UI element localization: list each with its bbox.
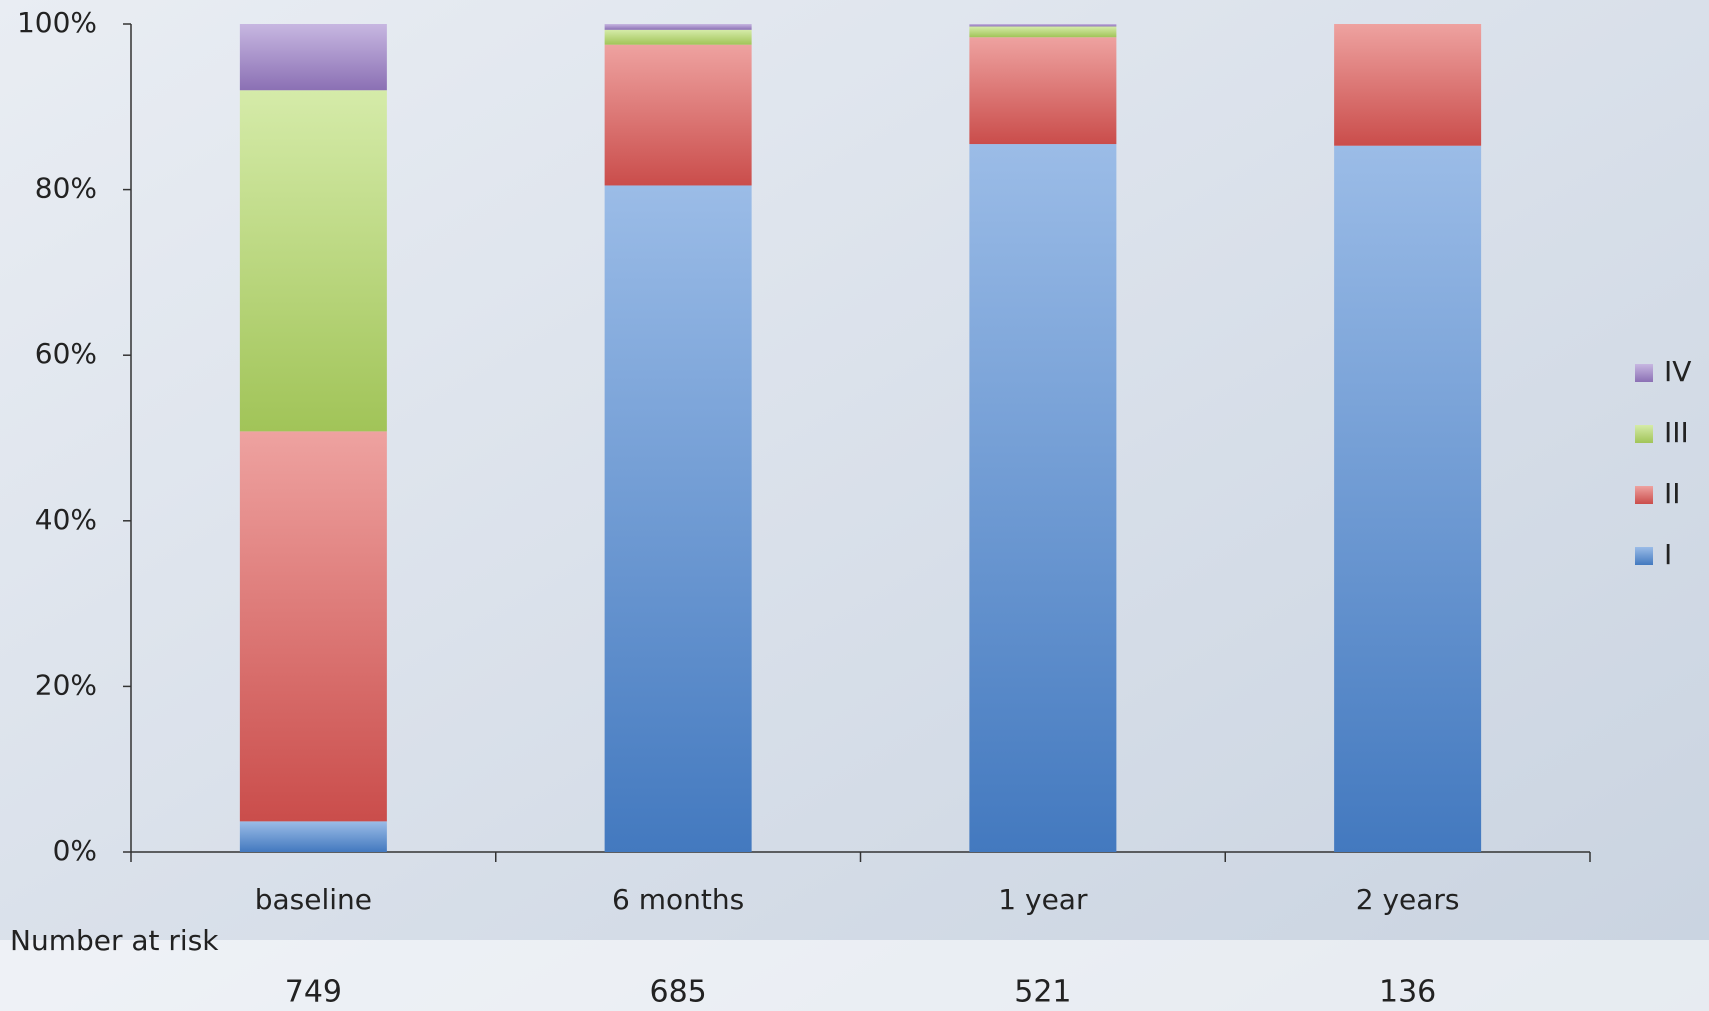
x-tick-label: 6 months [612, 883, 744, 916]
bar-segment [604, 24, 752, 30]
at-risk-value: 685 [649, 975, 706, 1010]
y-tick-label: 0% [53, 834, 97, 867]
legend-label: III [1664, 416, 1689, 449]
bar-segment [1334, 24, 1482, 146]
legend-swatch [1635, 364, 1653, 382]
bar-segment [969, 144, 1117, 852]
y-tick-label: 60% [35, 337, 97, 370]
x-tick-label: baseline [255, 883, 372, 916]
bar-segment [239, 24, 387, 91]
y-tick-label: 20% [35, 668, 97, 701]
bar-segment [604, 44, 752, 186]
legend-swatch [1635, 425, 1653, 443]
y-tick-label: 40% [35, 503, 97, 536]
legend-label: I [1664, 538, 1672, 571]
at-risk-value: 136 [1379, 975, 1436, 1010]
at-risk-value: 749 [285, 975, 342, 1010]
at-risk-label: Number at risk [10, 924, 219, 957]
bar-segment [1334, 145, 1482, 852]
bar-segment [239, 431, 387, 822]
bar-segment [969, 24, 1117, 27]
bar-segment [604, 185, 752, 852]
y-tick-label: 80% [35, 172, 97, 205]
x-tick-label: 2 years [1356, 883, 1460, 916]
y-tick-label: 100% [17, 6, 97, 39]
bar-segment [969, 26, 1117, 38]
legend-label: II [1664, 477, 1681, 510]
bar-segment [239, 90, 387, 432]
bar-segment [604, 29, 752, 45]
legend-swatch [1635, 486, 1653, 504]
x-tick-label: 1 year [998, 883, 1088, 916]
bar-segment [969, 37, 1117, 145]
legend-label: IV [1664, 355, 1691, 388]
bar-segment [239, 821, 387, 852]
legend-swatch [1635, 547, 1653, 565]
risk-band [0, 940, 1709, 1011]
at-risk-value: 521 [1014, 975, 1071, 1010]
